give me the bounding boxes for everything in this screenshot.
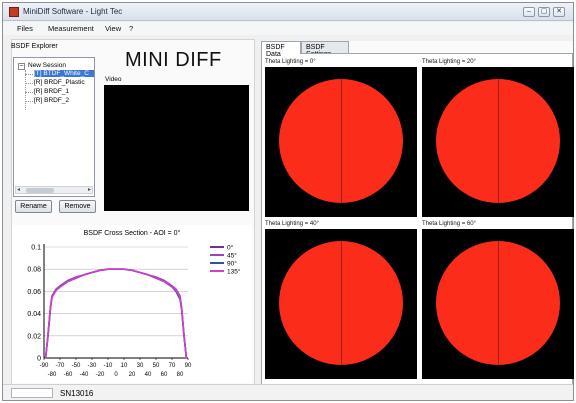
cross-section-chart: BSDF Cross Section - AOI = 0° 0 0.02 0.04 0.… — [12, 225, 252, 383]
tab-bsdf-settings[interactable]: BSDF Settings — [301, 41, 349, 58]
x-tick-label: -80 — [48, 372, 57, 378]
x-tick-label: -90 — [40, 363, 49, 369]
minimize-button[interactable]: – — [523, 7, 535, 17]
x-tick-label: 20 — [129, 372, 136, 378]
plot-label: Theta Lighting = 40° — [265, 221, 319, 227]
remove-button[interactable]: Remove — [59, 200, 96, 213]
menu-help[interactable]: ? — [129, 24, 134, 33]
collapse-icon[interactable]: – — [18, 63, 25, 70]
tree-item-btdf-white[interactable]: [T] BTDF_White_C — [34, 70, 94, 77]
plot-crosshair — [498, 241, 499, 365]
close-button[interactable]: ✕ — [553, 7, 565, 17]
y-tick-label: 0.08 — [27, 267, 41, 274]
x-tick-label: 80 — [177, 372, 184, 378]
y-tick-label: 0.02 — [27, 333, 41, 340]
legend-label: 0° — [227, 244, 234, 252]
status-progress-bar — [11, 388, 53, 398]
plot-canvas — [422, 229, 574, 379]
title-bar[interactable]: MiniDiff Software - Light Tec – ▢ ✕ — [3, 3, 573, 21]
x-tick-label: -10 — [104, 363, 113, 369]
tree-horizontal-scrollbar[interactable]: ◂ ▸ — [15, 186, 93, 194]
y-tick-label: 0.06 — [27, 289, 41, 296]
chart-svg: BSDF Cross Section - AOI = 0° 0 0.02 0.04 0.… — [27, 229, 241, 378]
rename-button[interactable]: Rename — [15, 200, 52, 213]
legend-label: 135° — [227, 268, 241, 276]
plot-crosshair — [498, 79, 499, 203]
tree-connector — [25, 74, 33, 75]
bsdf-plot-1: Theta Lighting = 20° — [422, 59, 574, 219]
legend-label: 45° — [227, 252, 237, 260]
tree-connector — [25, 83, 33, 84]
x-tick-label: -20 — [96, 372, 105, 378]
bsdf-plot-2: Theta Lighting = 40° — [265, 221, 417, 381]
bsdf-plot-3: Theta Lighting = 60° — [422, 221, 574, 381]
x-tick-label: 90 — [185, 363, 192, 369]
menu-view[interactable]: View — [105, 24, 122, 33]
x-tick-label: -70 — [56, 363, 65, 369]
tree-item-brdf-1[interactable]: [R] BRDF_1 — [34, 88, 70, 95]
maximize-button[interactable]: ▢ — [538, 7, 550, 17]
scroll-left-icon[interactable]: ◂ — [17, 187, 21, 193]
tree-root-session[interactable]: New Session — [28, 62, 66, 69]
x-tick-label: -60 — [64, 372, 73, 378]
right-panel: BSDF Data BSDF Settings Theta Lighting =… — [261, 41, 574, 385]
plot-crosshair — [341, 79, 342, 203]
video-label: Video — [105, 76, 122, 83]
x-tick-label: 50 — [153, 363, 160, 369]
x-tick-label: 60 — [161, 372, 168, 378]
x-tick-label: 30 — [137, 363, 144, 369]
tree-item-brdf-2[interactable]: [R] BRDF_2 — [34, 97, 70, 104]
x-tick-label: -50 — [72, 363, 81, 369]
bsdf-plot-0: Theta Lighting = 0° — [265, 59, 417, 219]
plot-label: Theta Lighting = 60° — [422, 221, 476, 227]
x-tick-label: 10 — [121, 363, 128, 369]
window-title: MiniDiff Software - Light Tec — [23, 7, 123, 16]
explorer-label: BSDF Explorer — [11, 43, 58, 50]
plot-label: Theta Lighting = 20° — [422, 59, 476, 65]
tree-connector — [25, 70, 26, 110]
scroll-right-icon[interactable]: ▸ — [87, 187, 91, 193]
video-preview — [104, 85, 249, 211]
y-tick-label: 0.04 — [27, 311, 41, 318]
plot-canvas — [265, 229, 417, 379]
tab-content: Theta Lighting = 0° Theta Lighting = 20°… — [261, 53, 574, 385]
bsdf-explorer-tree[interactable]: – New Session [T] BTDF_White_C [R] BRDF_… — [13, 57, 95, 197]
tab-bsdf-data[interactable]: BSDF Data — [261, 41, 301, 58]
plot-crosshair — [341, 241, 342, 365]
menu-measurement[interactable]: Measurement — [48, 24, 94, 33]
x-tick-label: -40 — [80, 372, 89, 378]
tree-connector — [25, 101, 33, 102]
legend-label: 90° — [227, 260, 237, 268]
x-tick-label: 40 — [145, 372, 152, 378]
series-line-3 — [44, 268, 188, 359]
plot-label: Theta Lighting = 0° — [265, 59, 316, 65]
serial-number: SN13016 — [60, 389, 94, 398]
plot-canvas — [265, 67, 417, 217]
y-tick-label: 0.1 — [31, 245, 41, 252]
x-tick-label: -30 — [88, 363, 97, 369]
plot-canvas — [422, 67, 574, 217]
tree-connector — [25, 92, 33, 93]
chart-title: BSDF Cross Section - AOI = 0° — [84, 229, 181, 237]
menu-bar: Files Measurement View ? — [3, 22, 573, 35]
menu-files[interactable]: Files — [17, 24, 33, 33]
app-logo-icon — [9, 7, 19, 17]
tree-item-brdf-plastic[interactable]: [R] BRDF_Plastic — [34, 79, 85, 86]
x-tick-label: 70 — [169, 363, 176, 369]
app-heading: MINI DIFF — [125, 49, 222, 71]
scrollbar-thumb[interactable] — [26, 188, 54, 193]
status-bar: SN13016 — [3, 384, 573, 400]
y-tick-label: 0 — [37, 356, 41, 363]
x-tick-label: 0 — [114, 372, 118, 378]
